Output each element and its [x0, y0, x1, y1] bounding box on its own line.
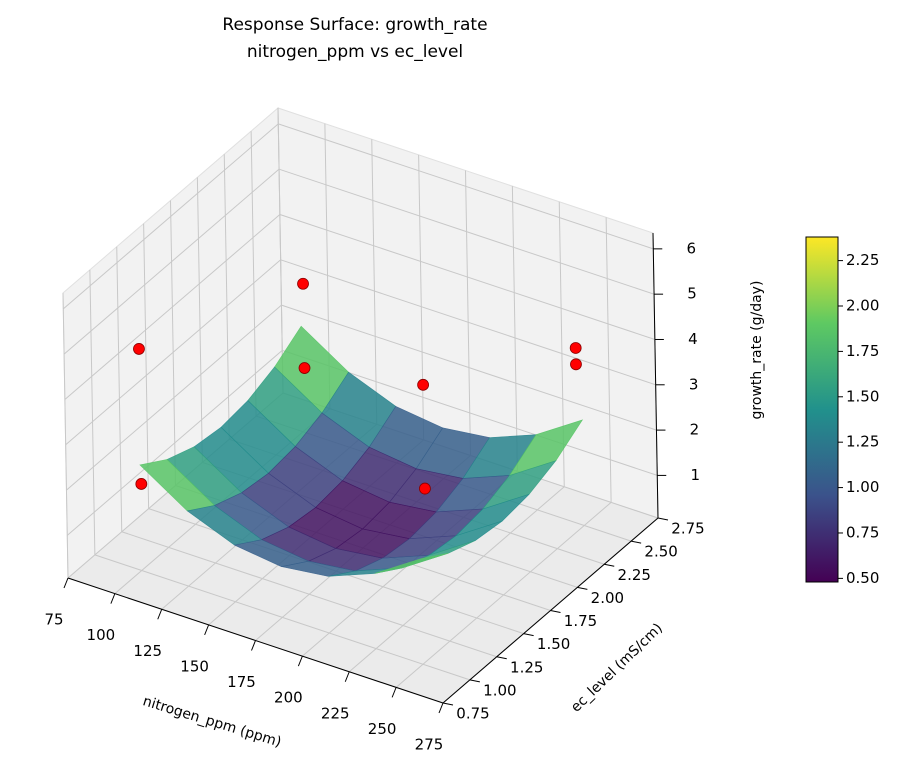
y-tick [657, 517, 669, 521]
y-tick [604, 563, 615, 567]
z-tick-label: 3 [689, 375, 699, 393]
x-tick [204, 624, 210, 636]
colorbar-tick-label: 2.25 [846, 251, 879, 269]
grid-line [64, 214, 281, 400]
y-tick [550, 610, 561, 613]
x-tick [63, 577, 69, 589]
z-tick-label: 4 [688, 330, 698, 348]
x-tick [251, 640, 256, 651]
z-axis-title: growth_rate (g/day) [749, 281, 765, 420]
grid-line [511, 186, 518, 472]
x-tick-label: 75 [44, 611, 63, 629]
grid-line [170, 200, 176, 486]
y-tick-label: 1.50 [537, 635, 570, 653]
z-tick-label: 5 [687, 285, 697, 303]
x-tick-label: 225 [321, 704, 350, 722]
grid-line [465, 170, 471, 456]
z-tick-label: 1 [690, 466, 700, 484]
y-tick-label: 1.25 [510, 658, 543, 676]
grid-line [277, 107, 284, 394]
y-tick [442, 702, 454, 706]
x-tick [297, 655, 303, 667]
grid-line [196, 177, 203, 463]
y-tick-label: 2.00 [591, 589, 624, 607]
y-tick-label: 1.00 [483, 681, 516, 699]
data-point [417, 378, 430, 391]
y-tick-label: 2.50 [644, 543, 677, 561]
x-tick [438, 702, 444, 714]
grid-line [121, 531, 497, 658]
grid-line [279, 214, 656, 340]
y-tick [631, 540, 642, 544]
x-tick-label: 250 [368, 720, 397, 738]
chart-title: Response Surface: growth_rate [222, 15, 487, 35]
y-tick-label: 2.75 [671, 520, 704, 538]
y-tick [577, 586, 588, 590]
z-axis [652, 232, 659, 519]
data-point [297, 277, 309, 290]
x-tick [391, 687, 397, 698]
grid-line [278, 123, 654, 250]
x-tick-label: 275 [415, 736, 444, 754]
grid-line [371, 139, 378, 425]
data-point [135, 478, 148, 490]
colorbar [805, 236, 839, 583]
colorbar-tick-label: 1.50 [846, 387, 879, 405]
grid-line [278, 168, 655, 295]
grid-line [605, 217, 612, 503]
x-tick-label: 125 [133, 642, 162, 660]
y-tick [523, 633, 534, 637]
colorbar-tick-label: 1.00 [846, 478, 879, 496]
x-tick-label: 150 [180, 657, 209, 675]
data-point [298, 362, 311, 374]
z-tick-label: 6 [687, 239, 697, 257]
grid-line [62, 292, 69, 579]
x-tick-label: 200 [274, 689, 303, 707]
y-axis-title: ec_level (mS/cm) [568, 620, 666, 715]
grid-line [63, 168, 280, 355]
grid-line [116, 246, 123, 532]
chart-subtitle: nitrogen_ppm vs ec_level [247, 42, 463, 62]
grid-line [62, 123, 279, 310]
grid-line [281, 304, 657, 431]
grid-line [250, 131, 257, 417]
y-tick-label: 2.25 [618, 566, 651, 584]
grid-line [280, 259, 656, 386]
y-tick [469, 679, 480, 683]
x-axis-title: nitrogen_ppm (ppm) [141, 693, 283, 750]
colorbar-tick-label: 2.00 [846, 297, 879, 315]
grid-line [223, 154, 230, 440]
data-point [569, 342, 582, 354]
x-tick-label: 175 [227, 673, 256, 691]
grid-line [143, 223, 150, 509]
grid-line [418, 154, 425, 440]
x-tick-label: 100 [87, 626, 116, 644]
z-tick-label: 2 [690, 421, 700, 439]
y-tick-label: 1.75 [564, 612, 597, 630]
colorbar-tick-label: 0.75 [846, 523, 879, 541]
grid-line [94, 554, 471, 681]
data-point [133, 343, 145, 355]
grid-line [65, 259, 281, 446]
colorbar-tick-label: 1.75 [846, 342, 879, 360]
data-point [570, 358, 582, 371]
x-tick [110, 593, 116, 604]
data-point [419, 482, 431, 495]
surface-patch [374, 552, 449, 574]
y-tick [496, 656, 507, 660]
grid-line [89, 269, 96, 555]
colorbar-tick-label: 0.50 [846, 569, 879, 587]
grid-line [66, 350, 283, 536]
grid-line [66, 304, 282, 491]
x-tick [157, 609, 163, 620]
x-tick [344, 671, 350, 682]
y-tick-label: 0.75 [456, 705, 489, 723]
colorbar-tick-label: 1.25 [846, 433, 879, 451]
